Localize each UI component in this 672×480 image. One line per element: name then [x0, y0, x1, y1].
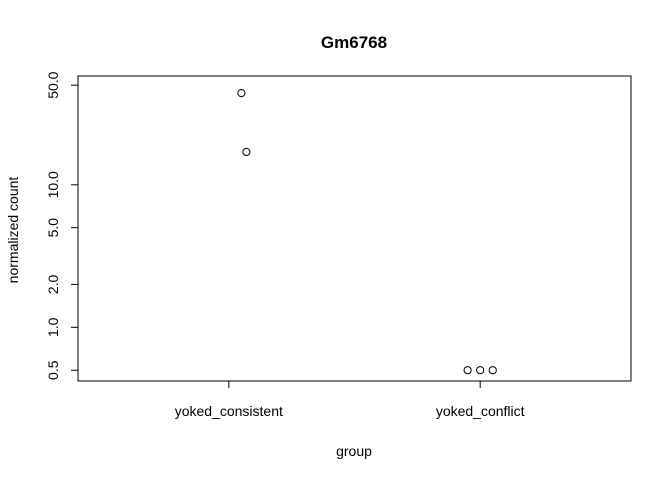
data-point [463, 366, 472, 375]
y-axis-label: normalized count [5, 177, 21, 284]
x-axis: yoked_consistent yoked_conflict [175, 381, 525, 419]
y-tick-label: 0.5 [45, 360, 61, 380]
plot-frame [77, 75, 632, 382]
y-tick-label: 50.0 [45, 71, 61, 98]
data-point [242, 147, 251, 157]
y-tick-label: 10.0 [45, 171, 61, 198]
y-tick-label: 1.0 [45, 317, 61, 337]
data-point [488, 366, 497, 375]
x-tick-label: yoked_conflict [436, 403, 525, 419]
y-tick-label: 2.0 [45, 274, 61, 294]
x-tick-label: yoked_consistent [175, 403, 283, 419]
chart-title: Gm6768 [321, 33, 387, 52]
data-point [476, 366, 485, 375]
y-tick-label: 5.0 [45, 218, 61, 238]
data-points [237, 88, 497, 375]
x-axis-label: group [336, 443, 372, 459]
y-axis: 0.5 1.0 2.0 5.0 10.0 50.0 [45, 71, 78, 380]
data-point [237, 88, 246, 98]
